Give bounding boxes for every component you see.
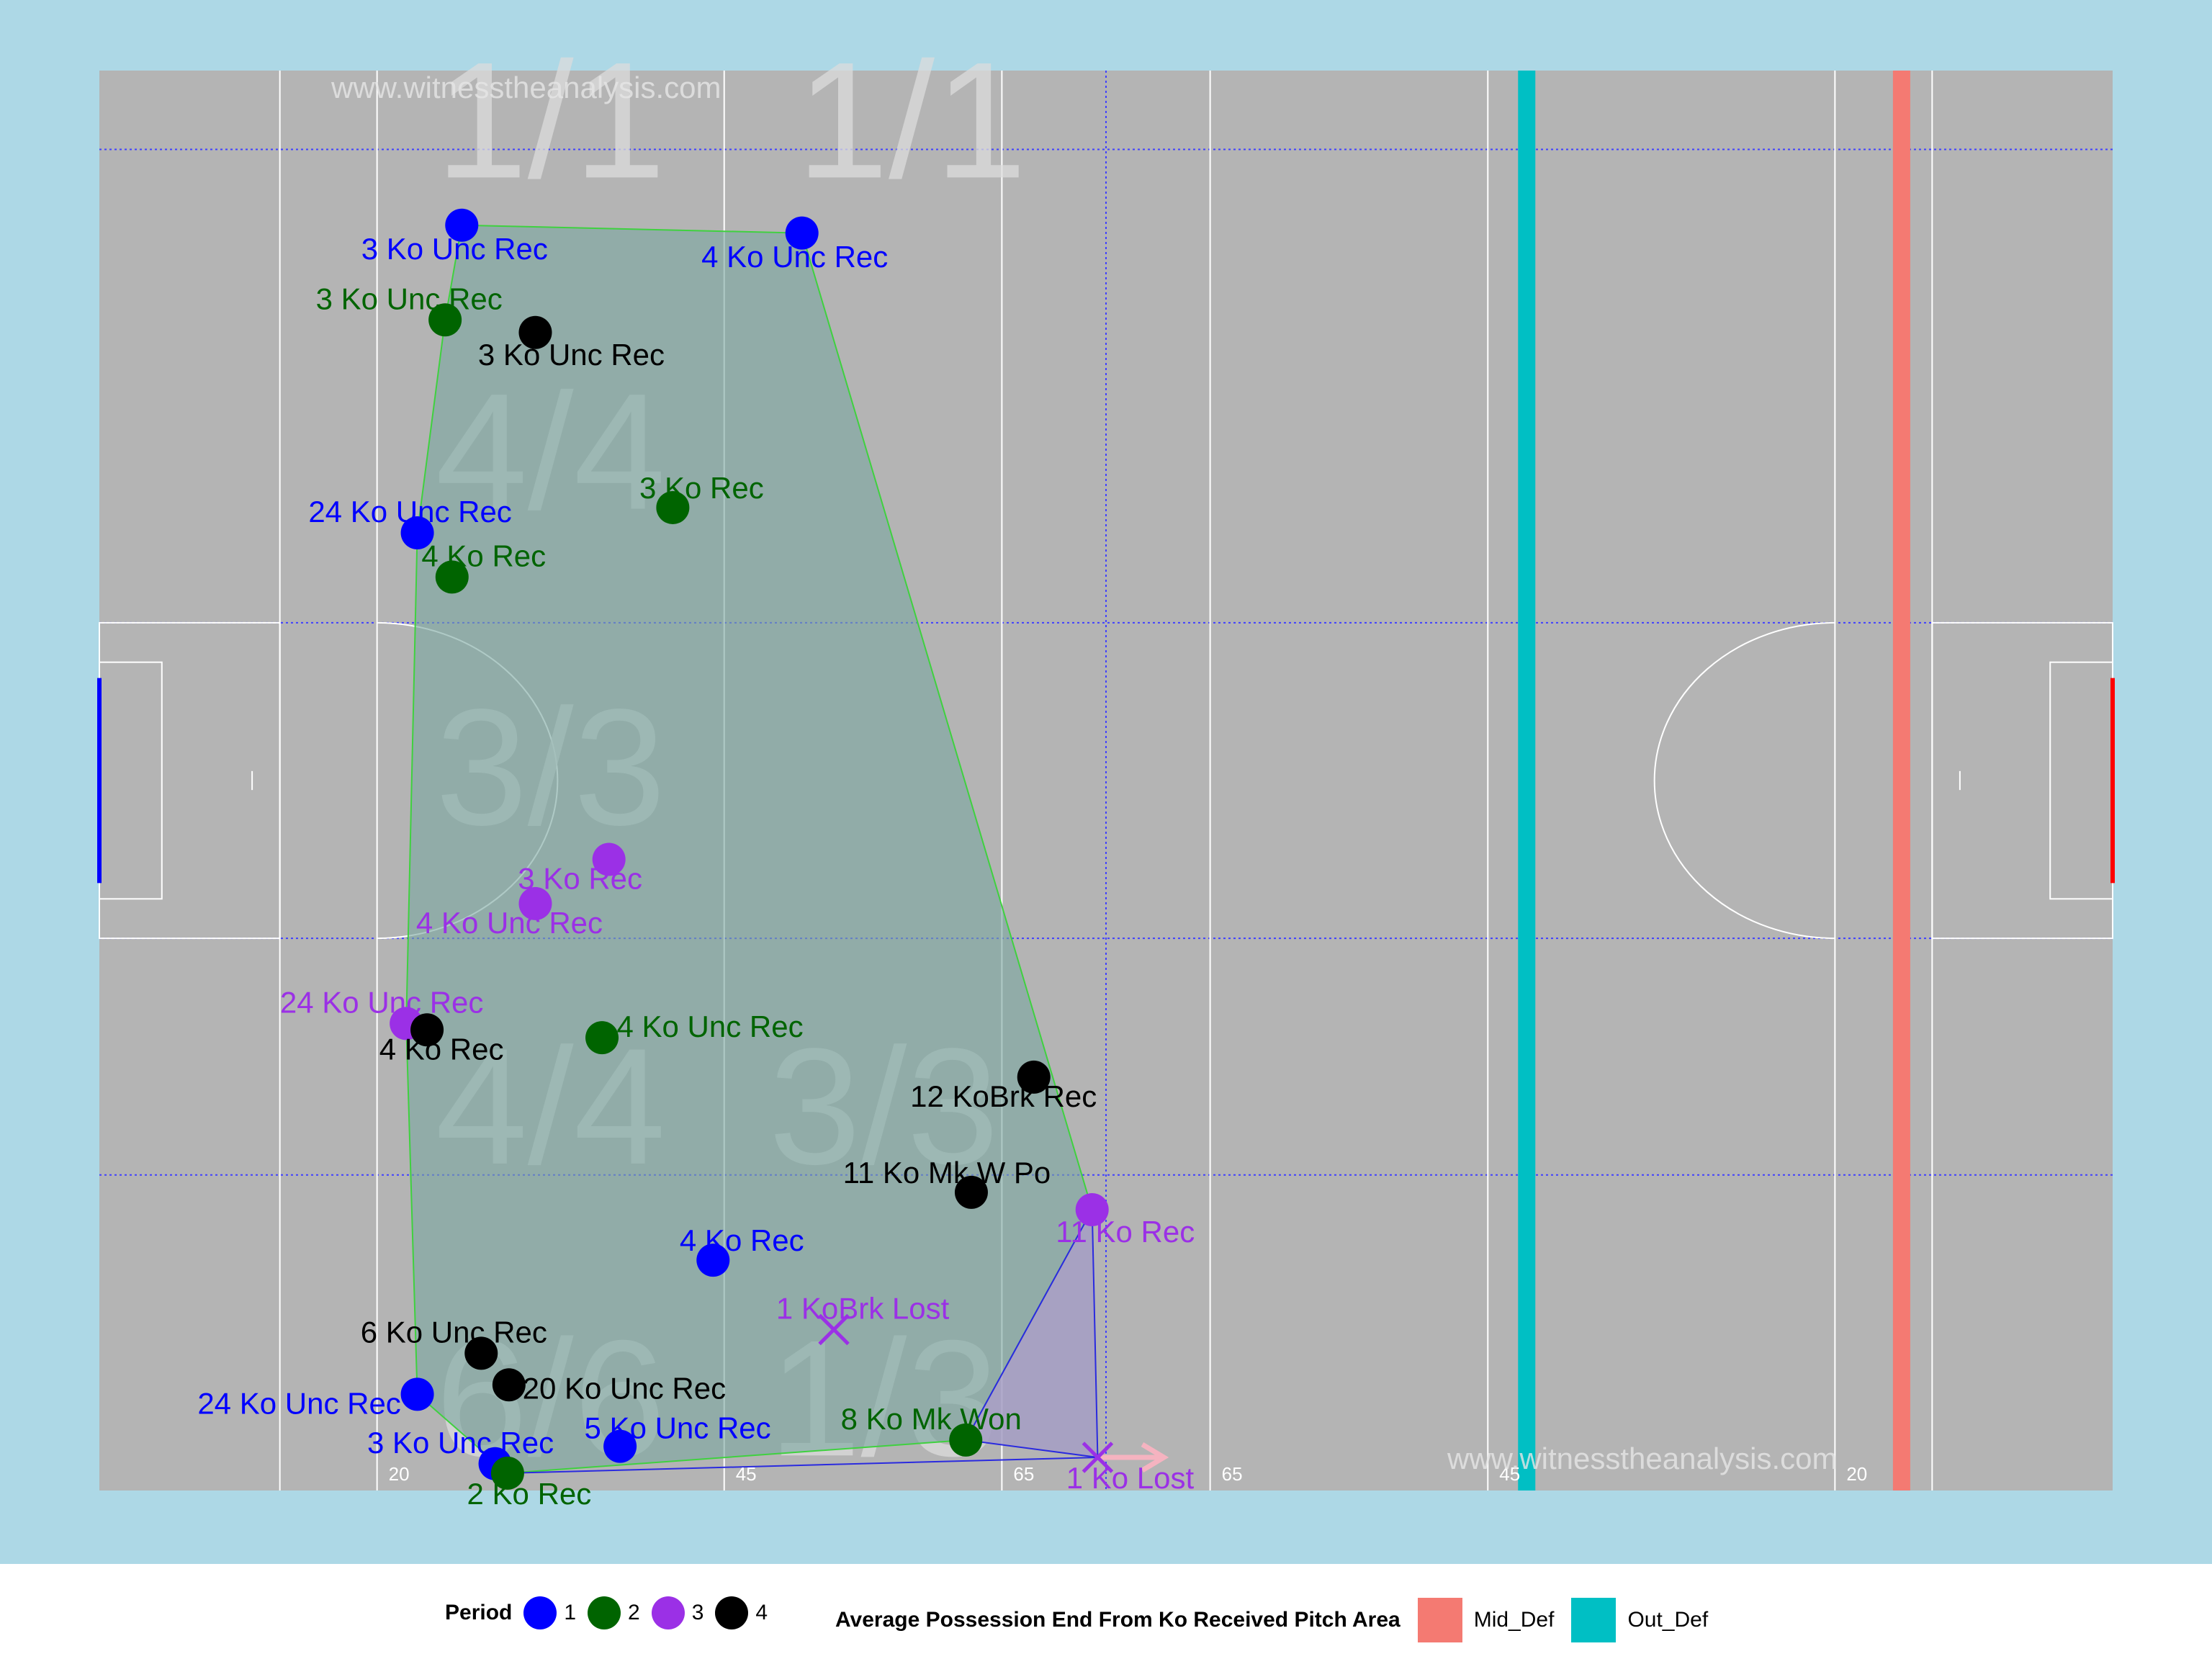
point-label: 8 Ko Mk Won bbox=[841, 1402, 1022, 1436]
lost-marker bbox=[818, 1313, 850, 1346]
mid-def-label: Mid_Def bbox=[1473, 1608, 1555, 1632]
point-label: 4 Ko Unc Rec bbox=[416, 906, 603, 940]
mid-def-swatch bbox=[1417, 1598, 1462, 1642]
point-label: 24 Ko Unc Rec bbox=[197, 1386, 400, 1420]
possession-point bbox=[492, 1368, 526, 1402]
area-legend: Average Possession End From Ko Received … bbox=[835, 1598, 1709, 1642]
point-label: 4 Ko Unc Rec bbox=[701, 240, 888, 274]
point-label: 2 Ko Rec bbox=[467, 1477, 592, 1511]
period-legend-title: Period bbox=[445, 1601, 513, 1624]
out-def-swatch bbox=[1571, 1598, 1617, 1642]
possession-point bbox=[1075, 1192, 1109, 1226]
period-1-label: 1 bbox=[564, 1601, 577, 1624]
possession-point bbox=[696, 1244, 730, 1277]
possession-point bbox=[592, 842, 626, 876]
possession-point bbox=[400, 516, 434, 549]
pitch-marking-label: 65 bbox=[1222, 1463, 1243, 1485]
pitch-marking-label: 45 bbox=[1499, 1463, 1520, 1485]
watermark-top: www.witnesstheanalysis.com bbox=[331, 71, 721, 104]
point-label: 3 Ko Unc Rec bbox=[367, 1426, 554, 1460]
point-label: 1 Ko Lost bbox=[1066, 1461, 1195, 1495]
lost-hull bbox=[964, 1207, 1099, 1459]
period-2-swatch bbox=[588, 1596, 621, 1629]
possession-point bbox=[400, 1377, 434, 1411]
period-legend: Period 1 2 3 4 bbox=[445, 1593, 768, 1633]
point-label: 3 Ko Rec bbox=[518, 862, 642, 896]
point-label: 12 KoBrk Rec bbox=[910, 1079, 1097, 1113]
point-label: 3 Ko Unc Rec bbox=[361, 232, 548, 266]
possession-point bbox=[1017, 1060, 1051, 1094]
point-label: 3 Ko Unc Rec bbox=[478, 338, 665, 372]
point-label: 4 Ko Rec bbox=[379, 1032, 504, 1066]
area-legend-title: Average Possession End From Ko Received … bbox=[835, 1608, 1401, 1632]
point-label: 5 Ko Unc Rec bbox=[585, 1411, 771, 1445]
pitch-marking-label: 20 bbox=[389, 1463, 410, 1485]
legend-strip bbox=[0, 1564, 2212, 1659]
point-label: 24 Ko Unc Rec bbox=[280, 986, 483, 1020]
lost-marker bbox=[1082, 1442, 1114, 1473]
zone-ratio-label: 1/1 bbox=[436, 27, 666, 212]
period-1-swatch bbox=[523, 1596, 557, 1629]
out-def-label: Out_Def bbox=[1627, 1608, 1709, 1632]
possession-point bbox=[949, 1423, 983, 1457]
point-label: 1 KoBrk Lost bbox=[776, 1292, 950, 1326]
lost-hull-base bbox=[507, 1456, 1098, 1474]
period-3-label: 3 bbox=[691, 1601, 704, 1624]
possession-point bbox=[785, 216, 819, 250]
period-4-swatch bbox=[715, 1596, 749, 1629]
point-label: 20 Ko Unc Rec bbox=[523, 1371, 726, 1405]
possession-point bbox=[656, 490, 690, 524]
possession-point bbox=[428, 303, 462, 337]
possession-point bbox=[490, 1456, 524, 1490]
point-label: 11 Ko Rec bbox=[1056, 1215, 1195, 1249]
point-label: 3 Ko Unc Rec bbox=[316, 282, 503, 315]
possession-point bbox=[445, 208, 479, 242]
point-label: 24 Ko Unc Rec bbox=[308, 495, 511, 529]
possession-point bbox=[585, 1021, 619, 1055]
possession-point bbox=[464, 1336, 498, 1370]
period-3-swatch bbox=[651, 1596, 685, 1629]
point-label: 4 Ko Rec bbox=[421, 539, 546, 572]
point-label: 11 Ko Mk W Po bbox=[843, 1156, 1051, 1190]
possession-point bbox=[603, 1429, 637, 1463]
possession-point bbox=[410, 1013, 444, 1047]
point-label: 3 Ko Rec bbox=[639, 471, 764, 505]
possession-point bbox=[435, 560, 469, 594]
zone-ratio-label: 1/1 bbox=[796, 27, 1027, 212]
point-label: 4 Ko Unc Rec bbox=[616, 1010, 803, 1043]
right-arc bbox=[1654, 621, 1835, 940]
pitch-marking-label: 65 bbox=[1013, 1463, 1034, 1485]
pitch-marking-label: 45 bbox=[736, 1463, 757, 1485]
point-label: 4 Ko Rec bbox=[680, 1223, 804, 1257]
period-4-label: 4 bbox=[755, 1601, 768, 1624]
possession-point bbox=[954, 1175, 988, 1209]
lost-arrow-head bbox=[1141, 1442, 1169, 1473]
possession-hull bbox=[405, 224, 1093, 1474]
possession-point bbox=[518, 315, 552, 349]
possession-point bbox=[518, 886, 552, 920]
watermark-bottom: www.witnesstheanalysis.com bbox=[1447, 1442, 1838, 1475]
period-2-label: 2 bbox=[628, 1601, 640, 1624]
pitch-marking-label: 20 bbox=[1846, 1463, 1867, 1485]
point-label: 6 Ko Unc Rec bbox=[361, 1315, 547, 1349]
